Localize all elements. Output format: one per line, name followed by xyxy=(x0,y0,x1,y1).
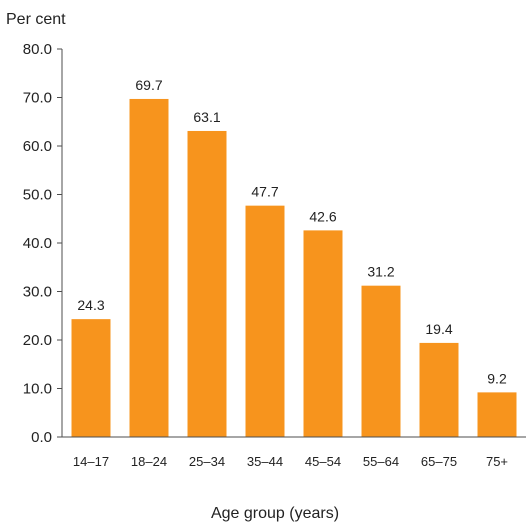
y-tick-label: 60.0 xyxy=(23,138,52,155)
bar xyxy=(187,130,227,437)
labels-layer: 0.0 10.0 20.0 30.0 40.0 50.0 60.0 70.0 80.0 24.3 1… xyxy=(23,41,508,469)
y-tick-label: 30.0 xyxy=(23,284,52,301)
y-tick-label: 0.0 xyxy=(31,429,52,446)
y-axis-title: Per cent xyxy=(6,11,66,28)
x-tick-label: 25–34 xyxy=(189,454,225,469)
bar xyxy=(71,319,111,437)
axis-layer xyxy=(57,48,526,438)
x-tick-label: 45–54 xyxy=(305,454,341,469)
bar xyxy=(245,205,285,437)
data-label: 47.7 xyxy=(251,184,278,200)
bar xyxy=(477,392,517,437)
bars-layer xyxy=(71,98,517,437)
y-tick-label: 50.0 xyxy=(23,187,52,204)
x-tick-label: 55–64 xyxy=(363,454,399,469)
data-label: 9.2 xyxy=(487,370,507,386)
data-label: 24.3 xyxy=(77,297,104,313)
x-tick-label: 14–17 xyxy=(73,454,109,469)
data-label: 42.6 xyxy=(309,208,336,224)
bar xyxy=(361,285,401,437)
data-label: 31.2 xyxy=(367,264,394,280)
bar xyxy=(129,98,169,437)
y-tick-label: 80.0 xyxy=(23,41,52,58)
x-tick-label: 75+ xyxy=(486,454,508,469)
data-label: 63.1 xyxy=(193,109,220,125)
y-tick-label: 70.0 xyxy=(23,90,52,107)
bar xyxy=(419,342,459,437)
x-tick-label: 35–44 xyxy=(247,454,283,469)
x-axis-title: Age group (years) xyxy=(211,505,339,522)
y-tick-label: 20.0 xyxy=(23,332,52,349)
data-label: 19.4 xyxy=(425,321,452,337)
data-label: 69.7 xyxy=(135,77,162,93)
x-tick-label: 65–75 xyxy=(421,454,457,469)
x-tick-label: 18–24 xyxy=(131,454,167,469)
y-tick-label: 10.0 xyxy=(23,381,52,398)
bar xyxy=(303,230,343,437)
y-tick-label: 40.0 xyxy=(23,235,52,252)
